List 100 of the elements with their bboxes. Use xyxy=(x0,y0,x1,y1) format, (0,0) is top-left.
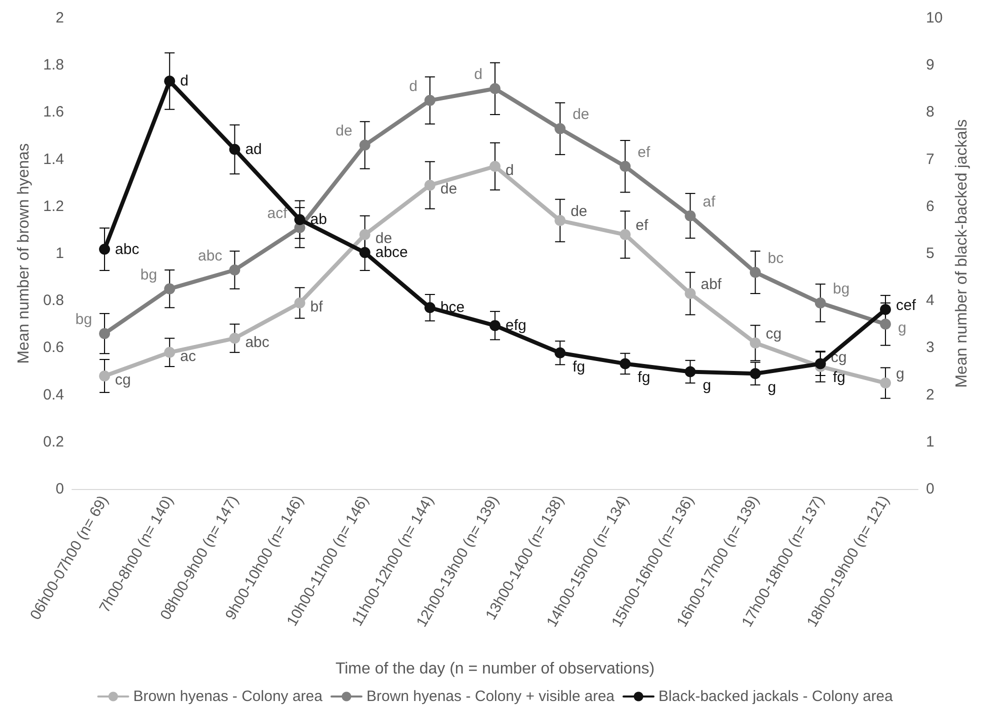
point xyxy=(684,288,696,300)
point xyxy=(294,214,306,226)
y2-tick-label: 6 xyxy=(926,198,934,215)
point xyxy=(620,358,631,370)
data-label: abc xyxy=(198,247,223,264)
point xyxy=(620,160,631,172)
point xyxy=(880,304,891,316)
data-label: acf xyxy=(267,205,288,222)
point xyxy=(359,247,370,258)
point xyxy=(229,144,240,155)
y2-tick-label: 2 xyxy=(926,386,934,404)
point xyxy=(229,264,240,276)
data-label: fg xyxy=(638,369,650,386)
data-label: bc xyxy=(768,250,784,267)
point xyxy=(99,328,110,340)
point xyxy=(814,358,826,370)
data-label: ef xyxy=(636,217,649,234)
y-tick-label: 1.6 xyxy=(43,104,64,121)
y2-tick-label: 1 xyxy=(926,433,934,450)
data-label: g xyxy=(898,320,906,337)
point xyxy=(814,297,826,308)
y-tick-label: 1.8 xyxy=(43,56,64,74)
point xyxy=(424,302,436,314)
point xyxy=(750,337,761,348)
legend-label: Black-backed jackals - Colony area xyxy=(658,688,894,705)
data-label: d xyxy=(506,162,514,179)
data-label: bg xyxy=(832,280,850,298)
data-label: ab xyxy=(310,211,327,228)
point xyxy=(229,332,240,344)
data-label: g xyxy=(896,366,904,383)
y-tick-label: 0.6 xyxy=(43,339,64,356)
point xyxy=(424,180,436,191)
point xyxy=(750,266,761,278)
data-label: fg xyxy=(572,358,586,376)
point xyxy=(294,297,306,308)
data-label: ad xyxy=(245,140,262,158)
data-label: ef xyxy=(638,144,651,161)
y-axis-title: Mean number of brown hyenas xyxy=(16,143,32,364)
data-label: g xyxy=(702,377,712,394)
data-label: d xyxy=(409,78,418,95)
data-label: cg xyxy=(766,325,782,342)
data-label: bg xyxy=(75,311,92,328)
point xyxy=(359,229,370,240)
y-tick-label: 2 xyxy=(56,10,64,26)
data-label: g xyxy=(768,379,776,396)
point xyxy=(684,210,696,222)
data-label: abf xyxy=(700,276,722,294)
data-label: de xyxy=(572,106,590,124)
data-label: efg xyxy=(506,317,526,334)
y2-tick-label: 3 xyxy=(926,339,934,356)
point xyxy=(164,283,176,294)
y-tick-label: 1.4 xyxy=(43,150,64,168)
point xyxy=(490,83,500,94)
point xyxy=(554,215,566,226)
data-label: abc xyxy=(245,334,270,351)
data-label: bg xyxy=(140,266,158,284)
point xyxy=(99,370,110,382)
y-tick-label: 1 xyxy=(56,245,64,262)
point xyxy=(554,347,566,358)
y-tick-label: 0.8 xyxy=(43,292,64,310)
data-label: ac xyxy=(180,348,196,365)
point xyxy=(880,378,891,389)
point xyxy=(554,123,566,134)
point xyxy=(99,244,110,255)
point xyxy=(424,94,436,106)
point xyxy=(164,346,176,358)
point xyxy=(490,160,500,172)
point xyxy=(750,368,761,380)
data-label: fg xyxy=(832,369,846,386)
data-label: cef xyxy=(896,297,917,314)
data-label: d xyxy=(474,66,482,84)
y-tick-label: 0.2 xyxy=(43,433,64,450)
legend-label: Brown hyenas - Colony + visible area xyxy=(366,688,616,705)
data-label: bf xyxy=(310,298,324,316)
y2-tick-label: 5 xyxy=(926,245,934,262)
point xyxy=(490,320,500,332)
point xyxy=(880,318,891,330)
legend-label: Brown hyenas - Colony area xyxy=(133,688,324,705)
y2-tick-label: 7 xyxy=(926,150,934,168)
y2-tick-label: 4 xyxy=(926,292,934,310)
data-label: cg xyxy=(830,349,847,366)
x-axis-title: Time of the day (n = number of observations) xyxy=(335,660,655,678)
point xyxy=(359,140,370,151)
point xyxy=(164,76,176,87)
y2-axis-title: Mean number of black-backed jackals xyxy=(954,119,970,388)
point xyxy=(620,229,631,240)
data-label: abc xyxy=(115,240,140,258)
y2-tick-label: 8 xyxy=(926,104,934,121)
y2-tick-label: 0 xyxy=(926,480,934,498)
data-label: cg xyxy=(115,371,131,388)
data-label: de xyxy=(570,203,588,220)
data-label: de xyxy=(336,122,352,140)
y2-tick-label: 9 xyxy=(926,56,934,74)
y-tick-label: 1.2 xyxy=(43,198,64,215)
y-tick-label: 0.4 xyxy=(43,386,64,404)
y2-tick-label: 10 xyxy=(926,10,943,26)
data-label: de xyxy=(440,180,458,198)
data-label: af xyxy=(702,193,716,210)
data-label: d xyxy=(180,72,188,90)
y-tick-label: 0 xyxy=(56,480,64,498)
